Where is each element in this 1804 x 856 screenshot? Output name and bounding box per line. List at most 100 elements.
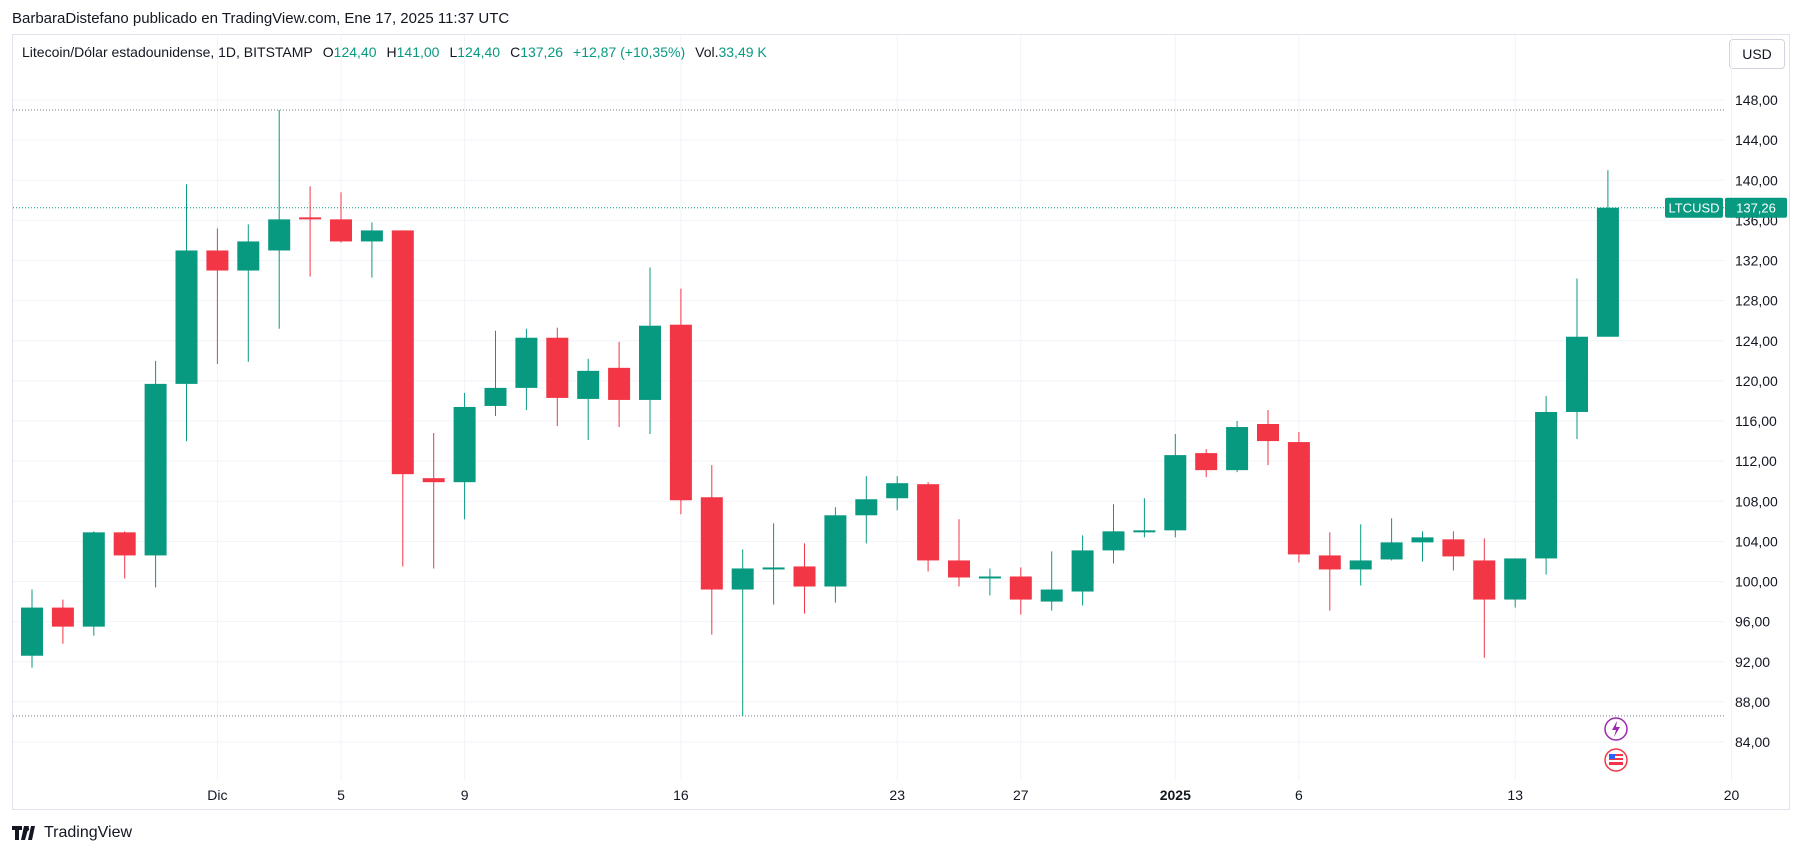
candle-body <box>669 324 692 501</box>
symbol-description[interactable]: Litecoin/Dólar estadounidense, 1D, BITST… <box>22 44 313 60</box>
candle <box>1257 409 1279 466</box>
volume-label: Vol. <box>695 44 719 60</box>
candle <box>391 230 414 567</box>
candle-body <box>330 219 352 242</box>
candle-body <box>515 337 538 388</box>
currency-button[interactable]: USD <box>1729 39 1785 69</box>
x-tick-label: 16 <box>673 787 689 803</box>
candle-body <box>175 250 198 384</box>
candle-body <box>1257 424 1279 442</box>
candle <box>793 543 816 614</box>
y-tick-label: 112,00 <box>1735 453 1777 469</box>
flag-stripe <box>1609 760 1623 762</box>
candle-body <box>299 217 322 220</box>
candle-body <box>1009 576 1032 600</box>
candle <box>824 507 847 603</box>
candle-body <box>1566 336 1588 412</box>
high-label: H <box>386 44 397 60</box>
change-value: +12,87 (+10,35%) <box>573 44 686 60</box>
candle <box>917 482 940 572</box>
candle-body <box>1411 537 1434 543</box>
candle-body <box>824 515 847 587</box>
candle-body <box>855 499 878 516</box>
tradingview-logo[interactable]: TradingView <box>12 824 132 842</box>
candle-body <box>484 387 507 406</box>
candle <box>82 531 105 636</box>
candle-body <box>1380 542 1403 560</box>
candle-body <box>113 532 136 556</box>
publish-caption: BarbaraDistefano publicado en TradingVie… <box>12 10 510 27</box>
candle-body <box>82 532 105 627</box>
candle <box>1102 504 1125 564</box>
footer-brand: TradingView <box>44 824 133 841</box>
candle <box>546 327 569 427</box>
candle <box>453 392 476 520</box>
x-tick-label: 5 <box>337 787 345 803</box>
candle <box>1535 395 1558 575</box>
candle-body <box>453 406 476 483</box>
candle-body <box>268 219 291 251</box>
candle-body <box>1318 555 1341 570</box>
candle <box>237 224 260 362</box>
candle-body <box>1133 530 1156 533</box>
candle <box>1009 567 1032 615</box>
candle <box>484 330 507 416</box>
candle <box>1442 531 1465 571</box>
price-tag-symbol-bg <box>1665 197 1723 218</box>
candle <box>855 476 878 544</box>
y-tick-label: 144,00 <box>1735 132 1778 148</box>
candle <box>608 341 631 428</box>
candle <box>206 228 229 364</box>
candle <box>886 476 909 511</box>
candle <box>639 267 661 435</box>
candle <box>330 192 352 243</box>
candle <box>700 465 723 635</box>
candle-body <box>1040 589 1063 602</box>
candle-body <box>144 383 167 556</box>
y-tick-label: 92,00 <box>1735 654 1770 670</box>
candle <box>1566 278 1588 440</box>
price-tag-value-bg <box>1725 197 1787 218</box>
candle <box>175 184 198 442</box>
candle-body <box>1226 427 1249 471</box>
candle <box>731 549 754 716</box>
x-tick-label: Dic <box>207 787 227 803</box>
candle-body <box>206 250 229 271</box>
candle <box>1380 518 1403 561</box>
price-axis: 148,00144,00140,00136,00132,00128,00124,… <box>1665 92 1787 750</box>
y-tick-label: 104,00 <box>1735 533 1778 549</box>
y-tick-label: 128,00 <box>1735 293 1778 309</box>
candle-body <box>391 230 414 475</box>
candle-body <box>886 483 909 499</box>
candle <box>51 599 74 644</box>
x-tick-label: 6 <box>1295 787 1303 803</box>
candle <box>1504 558 1527 608</box>
candle-body <box>1504 558 1527 600</box>
candle <box>948 519 970 587</box>
candle <box>1133 498 1156 538</box>
x-tick-label: 20 <box>1724 787 1740 803</box>
flag-canton <box>1609 754 1615 759</box>
candle-body <box>1442 539 1465 557</box>
candle-body <box>360 230 383 242</box>
candle <box>144 360 167 588</box>
candle <box>1195 449 1218 478</box>
x-tick-label: 9 <box>461 787 469 803</box>
chart-frame <box>12 34 1790 810</box>
candle-body <box>1071 550 1094 592</box>
candle-body <box>700 497 723 590</box>
flag-stripes-icon <box>1609 754 1623 765</box>
close-label: C <box>510 44 521 60</box>
candle-body <box>1596 207 1619 337</box>
candle <box>268 110 291 329</box>
candle-body <box>422 478 445 483</box>
y-tick-label: 100,00 <box>1735 574 1778 590</box>
y-tick-label: 116,00 <box>1735 413 1777 429</box>
candle-body <box>608 367 631 400</box>
low-label: L <box>449 44 458 60</box>
y-tick-label: 148,00 <box>1735 92 1778 108</box>
event-markers <box>1604 717 1628 772</box>
y-tick-label: 124,00 <box>1735 333 1778 349</box>
candle-body <box>917 484 940 561</box>
